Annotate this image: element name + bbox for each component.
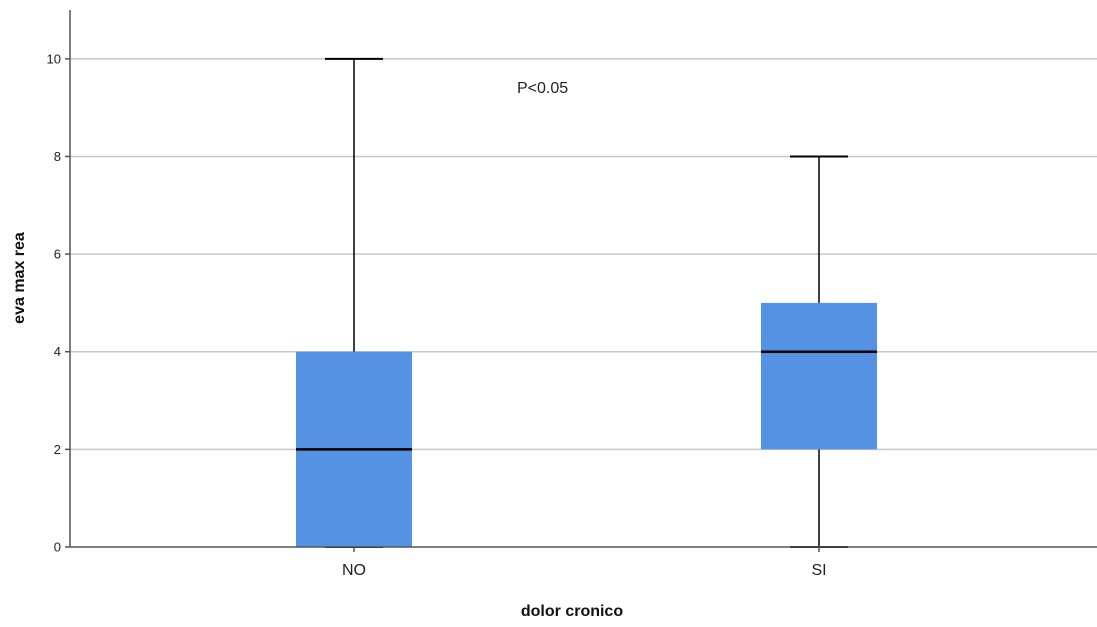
axes	[69, 10, 1097, 548]
x-category-label: SI	[811, 562, 826, 579]
box-series	[296, 57, 877, 548]
y-tick-label: 4	[54, 344, 61, 359]
annotation-pvalue: P<0.05	[517, 80, 568, 97]
x-category-label: NO	[342, 562, 366, 579]
x-category-labels: NO SI	[342, 547, 827, 579]
y-tick-labels: 0 2 4 6 8 10	[47, 51, 70, 555]
x-axis-title: dolor cronico	[521, 603, 623, 620]
y-tick-label: 8	[54, 149, 61, 164]
y-tick-label: 6	[54, 247, 61, 262]
y-axis-title: eva max rea	[11, 232, 28, 324]
box-no	[296, 57, 412, 548]
y-tick-label: 10	[47, 51, 61, 66]
box-si	[761, 155, 877, 548]
gridlines	[70, 58, 1097, 451]
y-tick-label: 0	[54, 540, 61, 555]
y-tick-label: 2	[54, 442, 61, 457]
box-iqr	[761, 302, 877, 450]
